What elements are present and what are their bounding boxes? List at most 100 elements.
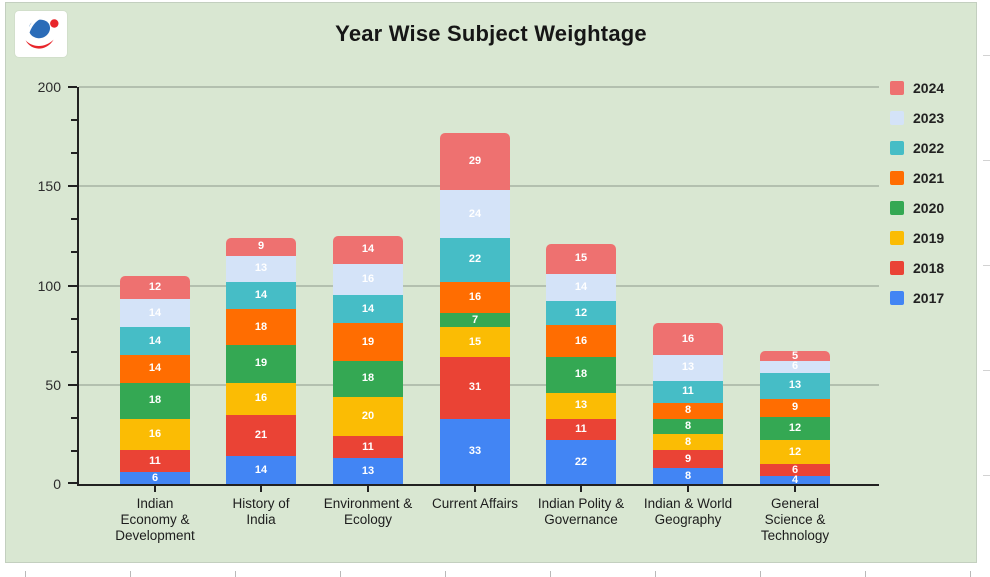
y-axis-tick-label: 200 bbox=[37, 79, 61, 95]
bar-segment-2020[interactable]: 19 bbox=[226, 345, 296, 383]
edge-tick bbox=[865, 571, 866, 577]
bar-value-label: 12 bbox=[148, 281, 162, 294]
bar-segment-2023[interactable]: 13 bbox=[226, 255, 296, 282]
bar-segment-2018[interactable]: 11 bbox=[546, 418, 616, 441]
bar-segment-2021[interactable]: 9 bbox=[760, 398, 830, 417]
logo-blue-slash bbox=[27, 17, 41, 37]
bar-stack[interactable]: 22 11 13 18 16 12 14 15 bbox=[546, 243, 616, 484]
bar-segment-2017[interactable]: 22 bbox=[546, 440, 616, 484]
legend-label: 2018 bbox=[913, 260, 945, 276]
bar-segment-2024[interactable]: 9 bbox=[226, 237, 296, 256]
bar-segment-2020[interactable]: 8 bbox=[653, 418, 723, 435]
bar-segment-2022[interactable]: 11 bbox=[653, 380, 723, 403]
bar-value-label: 13 bbox=[361, 464, 375, 477]
legend-label: 2024 bbox=[913, 80, 945, 96]
bar-segment-2022[interactable]: 22 bbox=[440, 237, 510, 282]
bar-segment-2019[interactable]: 8 bbox=[653, 434, 723, 451]
bar-segment-2021[interactable]: 19 bbox=[333, 323, 403, 361]
bar-segment-2023[interactable]: 24 bbox=[440, 190, 510, 238]
bar-stack[interactable]: 8 9 8 8 8 11 13 16 bbox=[653, 323, 723, 484]
bar-segment-2020[interactable]: 18 bbox=[546, 357, 616, 393]
bar-segment-2019[interactable]: 15 bbox=[440, 327, 510, 357]
bar-segment-2021[interactable]: 16 bbox=[440, 281, 510, 314]
legend-label: 2017 bbox=[913, 290, 945, 306]
brand-logo-icon bbox=[25, 17, 59, 49]
legend-label: 2023 bbox=[913, 110, 945, 126]
bar-segment-2023[interactable]: 14 bbox=[546, 273, 616, 302]
bar-segment-2023[interactable]: 6 bbox=[760, 361, 830, 373]
bar-segment-2023[interactable]: 16 bbox=[333, 263, 403, 296]
bar-stack[interactable]: 14 21 16 19 18 14 13 9 bbox=[226, 237, 296, 484]
bar-segment-2022[interactable]: 12 bbox=[546, 301, 616, 326]
bar-value-label: 14 bbox=[361, 302, 375, 315]
bar-value-label: 4 bbox=[791, 473, 799, 486]
bar-segment-2024[interactable]: 12 bbox=[120, 275, 190, 300]
bar-segment-2017[interactable]: 13 bbox=[333, 458, 403, 484]
edge-tick bbox=[760, 571, 761, 577]
bar-segment-2018[interactable]: 21 bbox=[226, 414, 296, 457]
legend-item-2021[interactable]: 2021 bbox=[890, 170, 944, 186]
edge-tick bbox=[983, 265, 990, 266]
bar-segment-2021[interactable]: 18 bbox=[226, 309, 296, 346]
bar-stack[interactable]: 13 11 20 18 19 14 16 14 bbox=[333, 235, 403, 484]
legend-item-2017[interactable]: 2017 bbox=[890, 290, 944, 306]
bar-segment-2018[interactable]: 31 bbox=[440, 356, 510, 419]
bar-segment-2022[interactable]: 14 bbox=[333, 295, 403, 324]
bar-segment-2018[interactable]: 11 bbox=[120, 450, 190, 473]
bar-segment-2019[interactable]: 13 bbox=[546, 392, 616, 419]
bar-segment-2019[interactable]: 12 bbox=[760, 440, 830, 465]
bar-segment-2018[interactable]: 11 bbox=[333, 436, 403, 459]
x-axis-tick bbox=[367, 484, 369, 492]
legend-item-2023[interactable]: 2023 bbox=[890, 110, 944, 126]
chart-card: Year Wise Subject Weightage 0 50 100 150 200… bbox=[5, 2, 977, 563]
bar-segment-2017[interactable]: 8 bbox=[653, 468, 723, 484]
bar-value-label: 16 bbox=[681, 332, 695, 345]
bar-value-label: 9 bbox=[257, 240, 265, 253]
legend-item-2020[interactable]: 2020 bbox=[890, 200, 944, 216]
bar-value-label: 11 bbox=[682, 385, 694, 398]
bar-segment-2024[interactable]: 14 bbox=[333, 235, 403, 264]
bar-segment-2020[interactable]: 12 bbox=[760, 416, 830, 441]
bar-value-label: 19 bbox=[361, 335, 375, 348]
bar-stack[interactable]: 6 11 16 18 14 14 14 12 bbox=[120, 275, 190, 484]
bar-segment-2022[interactable]: 14 bbox=[226, 281, 296, 310]
bar-segment-2022[interactable]: 13 bbox=[760, 372, 830, 399]
bar-value-label: 13 bbox=[254, 262, 268, 275]
bar-segment-2024[interactable]: 16 bbox=[653, 323, 723, 356]
y-axis-major-tick bbox=[68, 482, 77, 484]
bar-segment-2021[interactable]: 16 bbox=[546, 325, 616, 357]
bar-value-label: 18 bbox=[361, 372, 375, 385]
legend-item-2018[interactable]: 2018 bbox=[890, 260, 944, 276]
bar-segment-2018[interactable]: 6 bbox=[760, 464, 830, 477]
bar-segment-2017[interactable]: 14 bbox=[226, 456, 296, 484]
bar-segment-2024[interactable]: 29 bbox=[440, 132, 510, 191]
bar-stack[interactable]: 4 6 12 12 9 13 6 5 bbox=[760, 350, 830, 486]
legend-item-2019[interactable]: 2019 bbox=[890, 230, 944, 246]
chart-legend: 2024 2023 2022 2021 2020 2019 2018 2017 bbox=[890, 80, 944, 306]
bar-segment-2019[interactable]: 20 bbox=[333, 396, 403, 437]
bar-segment-2023[interactable]: 13 bbox=[653, 355, 723, 381]
bar-segment-2024[interactable]: 5 bbox=[760, 350, 830, 361]
bar-segment-2019[interactable]: 16 bbox=[120, 418, 190, 451]
bar-value-label: 18 bbox=[254, 320, 268, 333]
legend-item-2024[interactable]: 2024 bbox=[890, 80, 944, 96]
bar-segment-2020[interactable]: 7 bbox=[440, 313, 510, 328]
bar-segment-2021[interactable]: 14 bbox=[120, 355, 190, 383]
bar-segment-2018[interactable]: 9 bbox=[653, 450, 723, 469]
legend-swatch bbox=[890, 201, 904, 215]
legend-item-2022[interactable]: 2022 bbox=[890, 140, 944, 156]
bar-segment-2017[interactable]: 33 bbox=[440, 418, 510, 484]
bar-segment-2024[interactable]: 15 bbox=[546, 243, 616, 274]
gridline bbox=[79, 86, 879, 88]
bar-segment-2020[interactable]: 18 bbox=[333, 360, 403, 397]
bar-segment-2017[interactable]: 6 bbox=[120, 472, 190, 484]
bar-value-label: 16 bbox=[148, 427, 162, 440]
bar-segment-2021[interactable]: 8 bbox=[653, 402, 723, 419]
bar-segment-2019[interactable]: 16 bbox=[226, 382, 296, 415]
bar-segment-2020[interactable]: 18 bbox=[120, 382, 190, 419]
bar-segment-2017[interactable]: 4 bbox=[760, 473, 830, 486]
bar-segment-2023[interactable]: 14 bbox=[120, 299, 190, 328]
logo-red-dot bbox=[50, 19, 59, 28]
bar-segment-2022[interactable]: 14 bbox=[120, 327, 190, 356]
bar-stack[interactable]: 33 31 15 7 16 22 24 29 bbox=[440, 132, 510, 484]
